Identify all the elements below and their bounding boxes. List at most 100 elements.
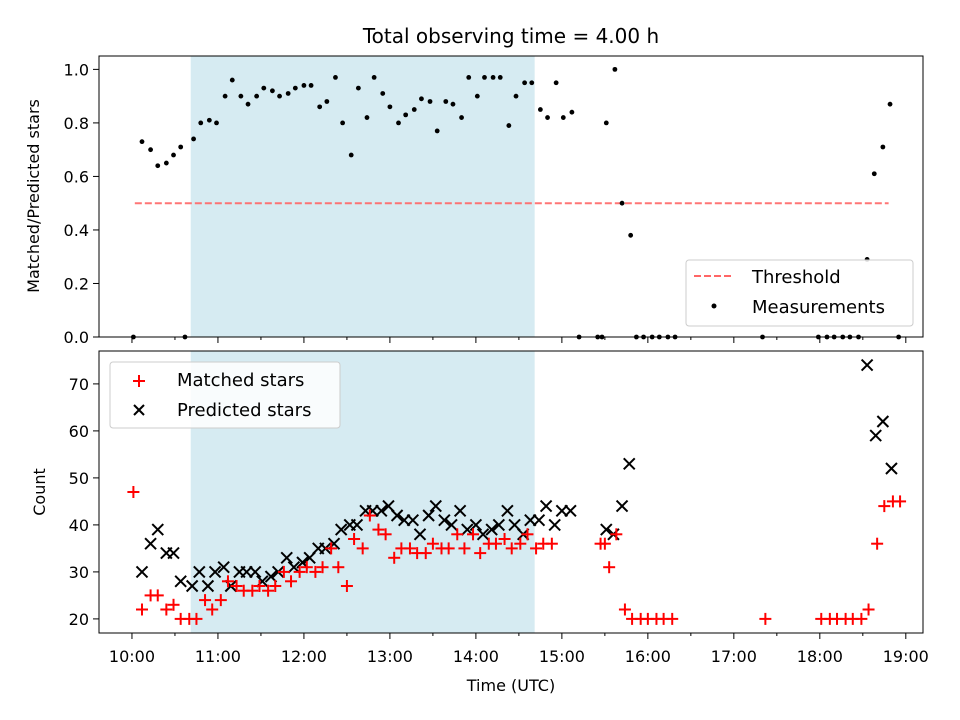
measurement-point (214, 120, 219, 126)
matched-star-point (862, 603, 875, 616)
matched-star-point (277, 565, 290, 578)
measurement-point (348, 152, 354, 158)
measurement-point (553, 80, 559, 86)
matched-star-point (199, 594, 212, 607)
matched-star-point (221, 575, 234, 588)
predicted-star-point (135, 565, 149, 579)
x-tick-label: 18:00 (797, 647, 843, 666)
measurement-point (308, 83, 314, 88)
measurement-point (411, 107, 417, 112)
top-legend: Threshold Measurements (685, 259, 914, 327)
y-tick-label: 30 (69, 563, 89, 582)
predicted-star-point (280, 551, 293, 565)
matched-star-point (871, 537, 884, 550)
predicted-star-point (167, 546, 180, 560)
predicted-star-point (623, 457, 636, 471)
matched-star-point (618, 603, 631, 616)
measurement-point (443, 99, 449, 104)
matched-star-point (206, 603, 219, 616)
predicted-star-point (144, 537, 157, 550)
matched-star-point (505, 542, 518, 555)
measurement-point (522, 80, 528, 86)
measurement-point (387, 104, 393, 110)
measurement-point (513, 93, 519, 99)
matched-star-point (372, 523, 385, 536)
matched-star-point (135, 603, 148, 616)
y-tick-label: 70 (69, 375, 89, 394)
matched-star-point (388, 551, 401, 564)
measurement-point (380, 91, 386, 96)
matched-star-point (285, 575, 298, 588)
matched-star-point (325, 542, 338, 555)
measurement-point (139, 139, 145, 145)
legend-matched-swatch (133, 375, 145, 387)
x-tick-label: 12:00 (281, 647, 327, 666)
matched-star-point (426, 537, 439, 550)
top-shaded-span (190, 56, 535, 337)
measurement-point (419, 96, 424, 102)
predicted-star-point (600, 523, 613, 536)
predicted-star-point (208, 565, 222, 579)
y-tick-label: 0.8 (64, 114, 89, 133)
predicted-star-point (438, 513, 451, 527)
predicted-star-points (135, 358, 898, 593)
measurement-point (355, 85, 361, 91)
matched-star-point (894, 495, 907, 508)
matched-star-point (467, 528, 480, 541)
legend-predicted-swatch (133, 404, 145, 416)
matched-star-point (514, 537, 527, 550)
matched-star-point (246, 584, 259, 597)
predicted-star-point (860, 358, 874, 372)
matched-star-point (419, 547, 432, 560)
legend-predicted-label: Predicted stars (177, 400, 311, 421)
measurement-point (628, 232, 634, 238)
matched-star-point (474, 547, 487, 560)
measurement-point (285, 91, 291, 96)
matched-star-point (356, 542, 369, 555)
predicted-star-point (548, 518, 561, 532)
y-tick-label: 50 (69, 469, 89, 488)
predicted-star-point (453, 504, 467, 518)
measurement-point (292, 85, 298, 91)
top-plot-frame (98, 55, 924, 338)
matched-star-point (442, 542, 455, 555)
matched-star-point (190, 612, 203, 625)
measurement-point (229, 77, 235, 83)
top-legend-box (685, 259, 914, 327)
legend-threshold-label: Threshold (751, 267, 841, 288)
matched-star-point (253, 580, 266, 592)
x-axis-label: Time (UTC) (466, 676, 555, 695)
matched-star-point (610, 528, 623, 541)
legend-matched-label: Matched stars (177, 370, 304, 391)
predicted-star-point (375, 504, 388, 518)
x-tick-label: 10:00 (109, 647, 155, 666)
measurement-point (324, 99, 330, 104)
measurement-point (403, 112, 409, 118)
x-tick-label: 14:00 (453, 647, 499, 666)
matched-star-point (521, 528, 534, 541)
matched-star-point (300, 561, 313, 574)
matched-star-points (127, 486, 907, 625)
bottom-legend: Matched stars Predicted stars (109, 361, 341, 429)
predicted-star-point (350, 518, 364, 532)
matched-star-point (214, 594, 227, 607)
measurement-point (198, 120, 204, 126)
x-tick-label: 19:00 (883, 647, 929, 666)
measurement-point (459, 115, 464, 120)
predicted-star-point (413, 528, 427, 541)
matched-star-point (451, 528, 464, 541)
measurement-point (560, 115, 566, 120)
measurement-point (529, 80, 535, 86)
top-panel: 0.0 0.2 0.4 0.6 0.8 1.0 Total observing time … (24, 24, 924, 347)
predicted-star-point (615, 499, 629, 513)
measurement-point (434, 128, 440, 134)
predicted-star-point (429, 499, 442, 513)
bottom-plot-frame (98, 350, 924, 634)
matched-star-point (316, 561, 329, 574)
measurement-point (490, 75, 496, 80)
y-tick-label: 0.2 (64, 274, 89, 293)
matched-star-point (545, 537, 558, 550)
measurement-point (537, 107, 543, 112)
measurement-point (427, 99, 433, 104)
